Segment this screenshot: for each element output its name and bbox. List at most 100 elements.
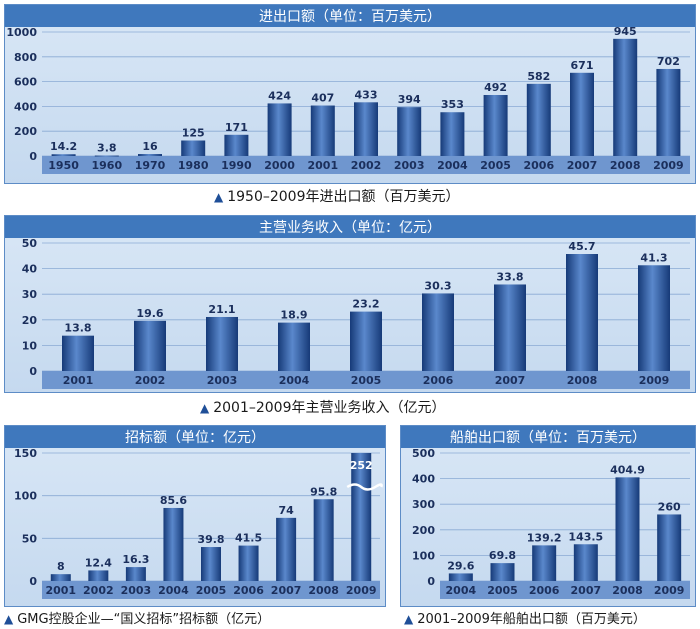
- y-tick-label: 0: [29, 575, 37, 588]
- x-tick-label: 2009: [639, 374, 670, 387]
- x-tick-label: 2004: [446, 584, 477, 597]
- title-banner: [5, 5, 695, 27]
- data-label: 16: [142, 140, 158, 153]
- title-banner: [5, 216, 695, 238]
- y-tick-label: 600: [14, 76, 37, 89]
- data-label: 353: [441, 98, 464, 111]
- data-label: 41.5: [235, 532, 262, 545]
- y-tick-label: 20: [22, 314, 38, 327]
- bar: [138, 154, 162, 156]
- bar: [448, 573, 473, 581]
- bar: [276, 517, 297, 581]
- x-tick-label: 2008: [610, 159, 641, 172]
- chart-title: 进出口额（单位：百万美元）: [259, 9, 441, 25]
- caption-import-export: ▲ 1950–2009年进出口额（百万美元）: [214, 186, 460, 206]
- y-tick-label: 0: [427, 575, 435, 588]
- x-tick-label: 1980: [178, 159, 209, 172]
- data-label: 407: [311, 92, 334, 105]
- y-tick-label: 200: [14, 125, 37, 138]
- data-label: 702: [657, 55, 680, 68]
- x-axis-band: [42, 581, 380, 599]
- y-tick-label: 50: [22, 532, 38, 545]
- data-label: 143.5: [568, 530, 603, 543]
- data-label: 16.3: [122, 553, 149, 566]
- y-tick-label: 0: [29, 365, 37, 378]
- caption-text: 1950–2009年进出口额（百万美元）: [227, 189, 460, 205]
- x-tick-label: 2004: [279, 374, 310, 387]
- data-label: 69.8: [489, 549, 516, 562]
- data-label: 23.2: [352, 298, 379, 311]
- y-tick-label: 200: [412, 524, 435, 537]
- bar: [224, 134, 249, 156]
- data-label: 139.2: [527, 531, 562, 544]
- data-label: 39.8: [197, 533, 224, 546]
- x-tick-label: 1990: [221, 159, 252, 172]
- data-label: 12.4: [85, 556, 112, 569]
- x-axis-band: [440, 581, 690, 599]
- x-tick-label: 2008: [612, 584, 643, 597]
- x-tick-label: 2001: [45, 584, 76, 597]
- bar: [313, 499, 334, 581]
- bar: [350, 311, 382, 371]
- bar: [613, 38, 638, 156]
- data-label: 424: [268, 89, 291, 102]
- bar: [278, 322, 310, 371]
- x-tick-label: 2006: [529, 584, 560, 597]
- x-tick-label: 1960: [91, 159, 122, 172]
- data-label: 171: [225, 121, 248, 134]
- x-tick-label: 2004: [437, 159, 468, 172]
- bar: [440, 112, 465, 156]
- x-tick-label: 2006: [523, 159, 554, 172]
- data-label: 492: [484, 81, 507, 94]
- chart-revenue-svg: 主营业务收入（单位：亿元） 0 10 20 30 40 50 13.8 2001 19.6 2002…: [4, 215, 696, 393]
- data-label: 29.6: [447, 559, 474, 572]
- x-tick-label: 2007: [271, 584, 302, 597]
- x-tick-label: 2005: [480, 159, 511, 172]
- chart-title: 船舶出口额（单位：百万美元）: [450, 430, 646, 446]
- y-tick-label: 400: [412, 473, 435, 486]
- x-tick-label: 2009: [654, 584, 685, 597]
- data-label: 19.6: [136, 307, 163, 320]
- data-label: 95.8: [310, 485, 337, 498]
- x-tick-label: 2008: [567, 374, 598, 387]
- bar: [656, 68, 681, 156]
- data-label: 394: [398, 93, 421, 106]
- data-label: 21.1: [208, 303, 235, 316]
- bar: [88, 570, 109, 581]
- x-tick-label: 2002: [351, 159, 382, 172]
- axis-break-mark: [346, 483, 383, 491]
- x-tick-label: 2006: [423, 374, 454, 387]
- bar: [483, 94, 508, 156]
- x-tick-label: 2005: [351, 374, 382, 387]
- data-label: 945: [614, 25, 637, 38]
- chart-revenue: 主营业务收入（单位：亿元） 0 10 20 30 40 50 13.8 2001 19.6 2002…: [4, 215, 696, 393]
- data-label: 85.6: [160, 494, 187, 507]
- bar: [397, 107, 422, 156]
- bar: [570, 72, 594, 156]
- bar: [50, 574, 71, 581]
- bar: [526, 83, 551, 156]
- bar: [532, 545, 557, 581]
- bar: [351, 453, 372, 581]
- bar: [134, 320, 166, 371]
- chart-import-export-svg: 进出口额（单位：百万美元） 0 200 400 600 800 1000 14.2 1950 3.…: [4, 4, 696, 184]
- x-tick-label: 2005: [196, 584, 227, 597]
- x-axis-band: [42, 156, 690, 174]
- x-tick-label: 2006: [233, 584, 264, 597]
- data-label: 33.8: [496, 270, 523, 283]
- caption-text: GMG控股企业—“国义招标”招标额（亿元）: [17, 612, 271, 627]
- bar: [94, 155, 119, 157]
- triangle-icon: ▲: [404, 612, 414, 626]
- y-tick-label: 100: [412, 549, 435, 562]
- title-banner: [401, 426, 695, 448]
- bar: [490, 563, 515, 581]
- chart-ship-export-svg: 船舶出口额（单位：百万美元） 0 100 200 300 400 500 29.6 2004 69…: [400, 425, 696, 607]
- x-tick-label: 2009: [653, 159, 684, 172]
- data-label: 14.2: [50, 140, 77, 153]
- caption-tender: ▲ GMG控股企业—“国义招标”招标额（亿元）: [4, 608, 270, 627]
- y-tick-label: 150: [14, 447, 37, 460]
- chart-title: 主营业务收入（单位：亿元）: [259, 220, 441, 236]
- x-tick-label: 2002: [135, 374, 166, 387]
- y-tick-label: 500: [412, 447, 435, 460]
- title-banner: [5, 426, 385, 448]
